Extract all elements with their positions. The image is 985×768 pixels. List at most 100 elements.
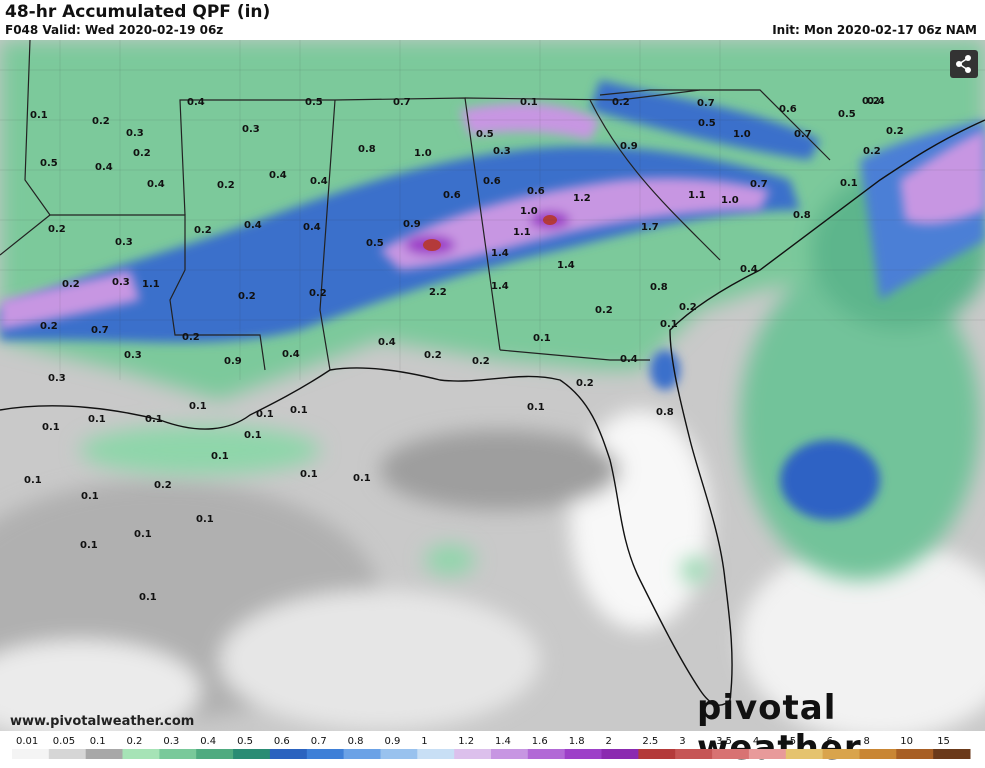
precip-value-label: 0.3: [115, 237, 133, 248]
share-button[interactable]: [950, 50, 978, 78]
precip-value-label: 1.0: [721, 195, 739, 206]
precip-value-label: 0.2: [472, 356, 490, 367]
precip-value-label: 1.4: [491, 248, 509, 259]
precip-value-label: 0.2: [92, 116, 110, 127]
precip-value-label: 0.2: [133, 148, 151, 159]
legend-swatch: [343, 749, 381, 759]
website-url[interactable]: www.pivotalweather.com: [10, 714, 195, 729]
precip-value-label: 0.7: [794, 129, 812, 140]
precip-value-label: 0.8: [650, 282, 668, 293]
precip-value-label: 0.2: [424, 350, 442, 361]
precip-value-label: 0.4: [269, 170, 287, 181]
precip-value-label: 0.6: [779, 104, 797, 115]
precip-value-label: 0.1: [145, 414, 163, 425]
precip-value-label: 0.7: [750, 179, 768, 190]
precip-value-label: 0.2: [48, 224, 66, 235]
legend-label: 0.5: [237, 736, 253, 747]
precip-value-label: 0.8: [793, 210, 811, 221]
precip-value-label: 1.0: [520, 206, 538, 217]
precip-value-label: 0.5: [305, 97, 323, 108]
precip-value-label: 0.1: [139, 592, 157, 603]
precip-value-label: 0.2: [309, 288, 327, 299]
legend-label: 1: [421, 736, 427, 747]
legend-swatch: [196, 749, 234, 759]
precip-value-label: 0.2: [182, 332, 200, 343]
precip-value-label: 0.7: [697, 98, 715, 109]
precip-value-label: 1.1: [142, 279, 160, 290]
legend-swatch: [748, 749, 787, 759]
legend-label: 2.5: [642, 736, 658, 747]
precip-value-label: 2.2: [429, 287, 447, 298]
precip-value-label: 0.4: [867, 96, 885, 107]
legend-label: 3.5: [716, 736, 732, 747]
legend-label: 0.01: [16, 736, 38, 747]
precip-value-label: 0.7: [91, 325, 109, 336]
light-precip-field: [0, 410, 985, 731]
legend-label: 10: [900, 736, 913, 747]
precip-value-label: 0.4: [303, 222, 321, 233]
precip-value-label: 0.1: [211, 451, 229, 462]
precip-value-label: 0.1: [80, 540, 98, 551]
legend-label: 1.6: [532, 736, 548, 747]
precip-value-label: 0.1: [88, 414, 106, 425]
map-title: 48-hr Accumulated QPF (in): [5, 2, 271, 22]
coastline: [0, 119, 985, 706]
precip-value-label: 0.1: [24, 475, 42, 486]
precip-value-label: 0.1: [30, 110, 48, 121]
precip-value-label: 1.2: [573, 193, 591, 204]
precip-value-label: 1.7: [641, 222, 659, 233]
legend-label: 5: [790, 736, 796, 747]
precip-value-label: 0.5: [698, 118, 716, 129]
legend-label: 4: [753, 736, 759, 747]
precip-value-label: 0.9: [403, 219, 421, 230]
precip-value-label: 0.2: [40, 321, 58, 332]
legend-swatch: [527, 749, 566, 759]
legend-swatch: [85, 749, 123, 759]
precip-value-label: 0.1: [42, 422, 60, 433]
precip-value-label: 0.1: [840, 178, 858, 189]
legend-label: 0.1: [90, 736, 106, 747]
legend-swatch: [417, 749, 455, 759]
precip-value-label: 0.2: [679, 302, 697, 313]
legend-swatch: [564, 749, 602, 759]
legend-swatch: [785, 749, 824, 759]
precip-value-label: 0.2: [863, 146, 881, 157]
legend-swatch: [306, 749, 345, 759]
precip-value-label: 1.1: [513, 227, 531, 238]
precip-value-label: 0.8: [656, 407, 674, 418]
precip-value-label: 0.2: [576, 378, 594, 389]
legend-label: 1.8: [569, 736, 585, 747]
legend-swatch: [822, 749, 860, 759]
legend-swatch: [675, 749, 713, 759]
precipitation-map[interactable]: 0.1 0.2 0.3 0.2 0.4 0.5 0.4 0.4 0.3 0.2 0.4 0.5 0.8 1…: [0, 40, 985, 731]
precip-value-label: 0.6: [443, 190, 461, 201]
very-heavy-precip-band: [0, 103, 985, 330]
legend-label: 0.2: [127, 736, 143, 747]
legend-swatch: [233, 749, 271, 759]
legend-swatch: [122, 749, 160, 759]
precip-value-label: 0.3: [48, 373, 66, 384]
precip-value-label: 1.4: [491, 281, 509, 292]
legend-swatch: [933, 749, 971, 759]
precip-value-label: 0.1: [353, 473, 371, 484]
legend-label: 0.8: [348, 736, 364, 747]
legend-label: 0.05: [53, 736, 75, 747]
precip-value-label: 0.2: [238, 291, 256, 302]
legend-label: 2: [606, 736, 612, 747]
precip-color-legend: 0.01 0.05 0.1 0.2 0.3 0.4 0.5 0.6 0.7 0.8 0.9 1 1.2 1…: [12, 736, 971, 759]
legend-swatch: [454, 749, 492, 759]
legend-label: 0.7: [311, 736, 327, 747]
county-lines: [0, 40, 985, 380]
state-boundaries: [0, 40, 831, 371]
precip-value-label: 0.2: [886, 126, 904, 137]
max-precip-spot: [543, 215, 557, 225]
precip-value-label: 0.2: [194, 225, 212, 236]
precip-value-label: 0.4: [310, 176, 328, 187]
precip-value-label: 0.4: [244, 220, 262, 231]
legend-label: 1.2: [458, 736, 474, 747]
precip-value-label: 0.2: [595, 305, 613, 316]
legend-swatch: [12, 749, 50, 759]
max-precip-spot: [423, 239, 441, 251]
legend-label: 0.9: [385, 736, 401, 747]
share-icon: [956, 55, 971, 73]
